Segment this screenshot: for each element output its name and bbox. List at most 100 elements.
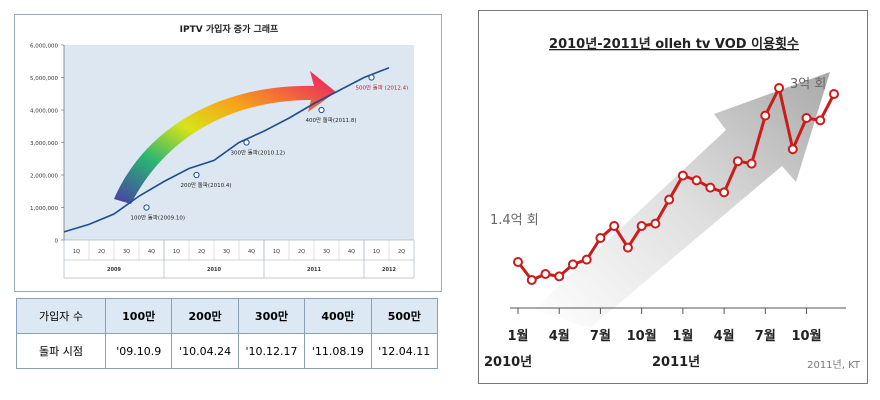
quarter-label: 2Q: [298, 249, 305, 255]
year-label: 2010년: [484, 355, 532, 370]
quarter-label: 1Q: [73, 249, 80, 255]
milestone-point: [243, 139, 250, 146]
start-value-label: 1.4억 회: [490, 213, 539, 228]
quarter-label: 3Q: [123, 249, 130, 255]
data-point: [664, 194, 675, 205]
table-cell: 400만: [304, 298, 372, 334]
table-row: 돌파 시점 '09.10.9 '10.04.24 '10.12.17 '11.0…: [16, 333, 439, 369]
data-point: [815, 115, 826, 126]
vod-usage-chart: 2010년-2011년 olleh tv VOD 이용횟수 1.4억 회 3억 …: [478, 10, 868, 384]
y-tick-label: 0: [55, 239, 59, 245]
quarter-label: 4Q: [148, 249, 155, 255]
x-tick-label: 7월: [590, 328, 611, 344]
y-tick-label: 3,000,000: [30, 141, 58, 147]
data-point: [732, 156, 743, 167]
quarter-label: 4Q: [348, 249, 355, 255]
quarter-label: 1Q: [373, 249, 380, 255]
y-tick-label: 2,000,000: [30, 174, 58, 180]
milestone-point: [318, 106, 325, 114]
y-tick-label: 6,000,000: [30, 44, 58, 50]
subscriber-series: [63, 67, 390, 233]
iptv-subscriber-chart: IPTV 가입자 증가 그래프 6,000,000 5,000,000 4,000,…: [14, 14, 442, 292]
milestone-label: 300만 돌파(2010.12): [231, 149, 285, 157]
year-label: 2009: [107, 267, 121, 273]
milestone-point: [193, 171, 200, 179]
milestone-table: 가입자 수 100만 200만 300만 400만 500만 돌파 시점 '09…: [16, 298, 439, 369]
milestone-label: 200만 돌파(2010.4): [181, 181, 232, 189]
data-point: [691, 175, 702, 186]
table-header-row: 가입자 수 100만 200만 300만 400만 500만: [16, 298, 439, 334]
source-label: 2011년, KT: [807, 359, 861, 371]
data-point: [774, 83, 785, 93]
end-value-label: 3억 회: [790, 77, 826, 92]
data-point: [609, 221, 620, 231]
milestone-annotations: 100만 돌파(2009.10) 200만 돌파(2010.4) 300만 돌파(2…: [131, 84, 409, 222]
data-point: [719, 187, 730, 198]
milestone-label: 400만 돌파(2011.8): [306, 116, 357, 124]
year-label: 2011: [307, 267, 321, 273]
quarter-label: 2Q: [398, 249, 405, 255]
y-tick-label: 1,000,000: [30, 206, 58, 212]
chart-title: IPTV 가입자 증가 그래프: [180, 23, 279, 35]
table-cell: 100만: [104, 298, 173, 334]
data-point: [567, 259, 578, 270]
growth-arrow: [114, 71, 336, 204]
table-cell: '10.12.17: [237, 333, 306, 369]
data-point: [787, 144, 798, 155]
data-point: [677, 170, 688, 181]
y-tick-label: 4,000,000: [30, 109, 58, 115]
x-tick-label: 4월: [714, 328, 735, 344]
year-label: 2012: [382, 267, 396, 273]
data-point: [746, 158, 757, 169]
table-cell: '09.10.9: [104, 333, 173, 369]
data-point: [622, 242, 633, 253]
series-line: [63, 67, 390, 233]
data-point: [595, 233, 606, 243]
x-tick-label: 10월: [791, 328, 821, 344]
x-tick-label: 1월: [672, 328, 693, 344]
quarter-label: 2Q: [198, 249, 205, 255]
data-point: [581, 254, 592, 265]
x-axis: 1Q 2Q 3Q 4Q 1Q 2Q 3Q 4Q 1Q 2Q 3Q 4Q 1Q 2Q 2009 2010 2011…: [63, 239, 415, 279]
trend-arrow: [533, 72, 830, 328]
x-axis-labels: 1월 4월 7월 10월 1월 4월 7월 10월: [507, 308, 822, 344]
table-cell: 500만: [370, 298, 439, 334]
quarter-label: 1Q: [273, 249, 280, 255]
milestone-point: [368, 74, 375, 81]
data-point: [554, 271, 565, 282]
table-cell: '11.08.19: [304, 333, 372, 369]
milestone-label: 500만 돌파 (2012.4): [356, 84, 409, 92]
year-label: 2010: [207, 267, 221, 273]
y-axis-ticks: 6,000,000 5,000,000 4,000,000 3,000,000 2,00…: [30, 44, 65, 245]
x-tick-label: 10월: [627, 328, 657, 344]
x-tick-label: 4월: [549, 328, 570, 344]
table-row-label: 돌파 시점: [16, 333, 106, 369]
table-cell: '12.04.11: [370, 333, 439, 369]
data-point: [540, 269, 551, 279]
data-point: [526, 275, 537, 285]
y-tick-label: 5,000,000: [30, 76, 58, 82]
quarter-label: 3Q: [223, 249, 230, 255]
x-tick-label: 1월: [507, 328, 528, 344]
data-point: [650, 218, 661, 229]
data-point: [513, 257, 523, 267]
table-cell: 200만: [171, 298, 239, 334]
quarter-label: 4Q: [248, 249, 255, 255]
data-point: [760, 110, 771, 121]
milestone-point: [143, 204, 150, 211]
data-point: [801, 113, 812, 123]
quarter-label: 3Q: [323, 249, 330, 255]
data-point: [705, 182, 716, 193]
quarter-label: 1Q: [173, 249, 180, 255]
data-point: [636, 221, 647, 231]
table-cell: 300만: [237, 298, 306, 334]
table-header-label: 가입자 수: [16, 298, 106, 334]
year-label: 2011년: [652, 355, 700, 370]
x-tick-label: 7월: [755, 328, 776, 344]
milestone-label: 100만 돌파(2009.10): [131, 214, 185, 222]
data-point: [829, 89, 839, 99]
quarter-label: 2Q: [98, 249, 105, 255]
vod-series: [513, 83, 839, 285]
chart-title: 2010년-2011년 olleh tv VOD 이용횟수: [549, 36, 799, 52]
table-cell: '10.04.24: [171, 333, 239, 369]
